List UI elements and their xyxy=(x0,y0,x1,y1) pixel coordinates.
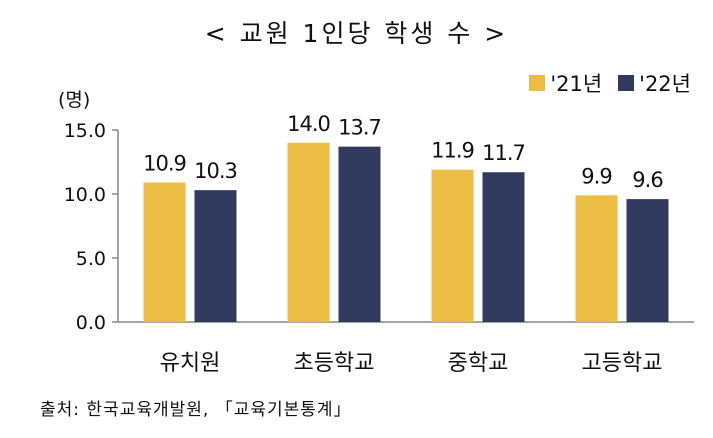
legend: '21년 '22년 xyxy=(513,68,691,98)
chart-title: < 교원 1인당 학생 수 > xyxy=(204,19,509,48)
bar-value-label: 13.7 xyxy=(338,116,381,140)
bar-value-label: 10.9 xyxy=(143,151,186,175)
bar-value-label: 9.9 xyxy=(581,164,611,188)
bar xyxy=(287,142,330,322)
x-category-label: 유치원 xyxy=(160,351,221,376)
x-category-label: 초등학교 xyxy=(294,351,375,376)
bar-value-label: 11.9 xyxy=(431,139,474,163)
y-axis-unit-label: (명) xyxy=(58,89,91,111)
bar xyxy=(143,182,186,322)
bar xyxy=(575,195,618,322)
legend-swatch-2021 xyxy=(529,75,546,91)
x-category-label: 고등학교 xyxy=(582,351,663,376)
bar-value-label: 14.0 xyxy=(287,112,330,136)
y-tick-label: 5.0 xyxy=(76,248,106,270)
bar xyxy=(338,146,381,322)
bar xyxy=(482,172,525,322)
bar xyxy=(431,169,474,322)
legend-swatch-2022 xyxy=(618,75,635,91)
legend-item-2021: '21년 xyxy=(529,68,602,98)
bar-value-label: 11.7 xyxy=(482,141,525,165)
bar-value-label: 9.6 xyxy=(632,168,663,192)
legend-label-2021: '21년 xyxy=(550,72,603,96)
legend-item-2022: '22년 xyxy=(618,68,691,98)
source-note: 출처: 한국교육개발원, 「교육기본통계」 xyxy=(40,400,352,420)
bar-value-label: 10.3 xyxy=(194,159,237,183)
x-category-label: 중학교 xyxy=(448,351,509,376)
y-tick-label: 10.0 xyxy=(64,184,106,206)
bar xyxy=(194,190,237,322)
legend-label-2022: '22년 xyxy=(639,72,691,96)
bar xyxy=(626,199,669,322)
y-tick-label: 15.0 xyxy=(64,120,106,142)
y-tick-label: 0.0 xyxy=(76,312,106,334)
